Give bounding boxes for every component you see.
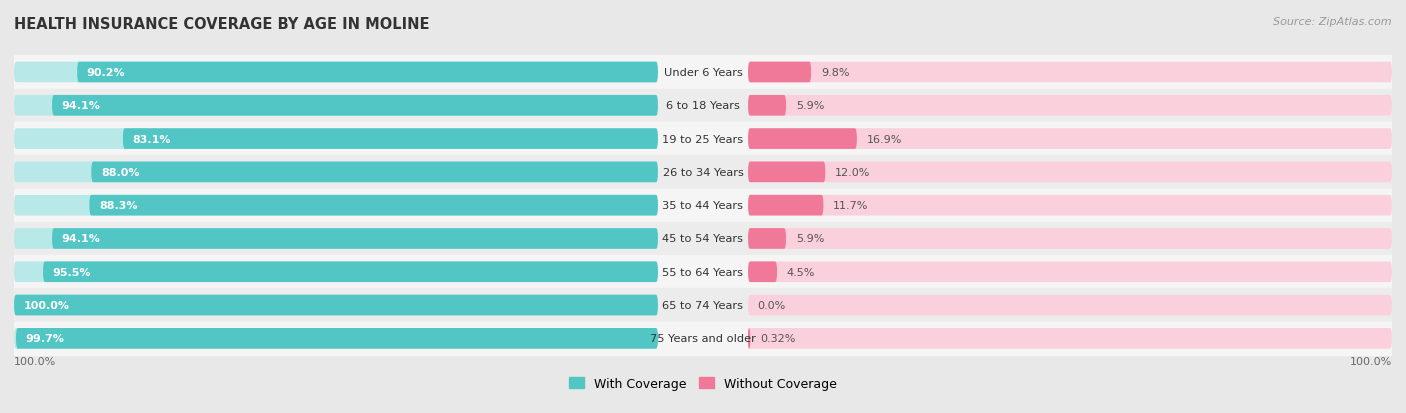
FancyBboxPatch shape [748,262,778,282]
FancyBboxPatch shape [14,162,658,183]
FancyBboxPatch shape [748,328,751,349]
FancyBboxPatch shape [14,295,658,316]
Text: 4.5%: 4.5% [787,267,815,277]
Text: 6 to 18 Years: 6 to 18 Years [666,101,740,111]
FancyBboxPatch shape [748,162,825,183]
FancyBboxPatch shape [52,96,658,116]
Bar [14,289,1392,322]
FancyBboxPatch shape [748,129,1392,150]
Text: 12.0%: 12.0% [835,167,870,178]
FancyBboxPatch shape [748,62,811,83]
FancyBboxPatch shape [748,96,786,116]
FancyBboxPatch shape [748,228,786,249]
Bar [14,90,1392,123]
FancyBboxPatch shape [77,62,658,83]
Text: 65 to 74 Years: 65 to 74 Years [662,300,744,310]
Text: 16.9%: 16.9% [866,134,901,144]
Text: 26 to 34 Years: 26 to 34 Years [662,167,744,178]
FancyBboxPatch shape [15,328,658,349]
FancyBboxPatch shape [14,129,658,150]
Text: 100.0%: 100.0% [24,300,70,310]
Text: 83.1%: 83.1% [132,134,172,144]
FancyBboxPatch shape [748,295,1392,316]
Text: 94.1%: 94.1% [62,101,101,111]
FancyBboxPatch shape [748,328,1392,349]
FancyBboxPatch shape [748,162,1392,183]
FancyBboxPatch shape [14,96,658,116]
FancyBboxPatch shape [14,228,658,249]
FancyBboxPatch shape [14,195,658,216]
Bar [14,322,1392,355]
Bar [14,123,1392,156]
Text: 55 to 64 Years: 55 to 64 Years [662,267,744,277]
Bar [14,156,1392,189]
Text: 45 to 54 Years: 45 to 54 Years [662,234,744,244]
Legend: With Coverage, Without Coverage: With Coverage, Without Coverage [564,372,842,395]
FancyBboxPatch shape [52,228,658,249]
Text: 19 to 25 Years: 19 to 25 Years [662,134,744,144]
Text: 0.32%: 0.32% [759,334,796,344]
FancyBboxPatch shape [748,195,824,216]
Text: Source: ZipAtlas.com: Source: ZipAtlas.com [1274,17,1392,26]
FancyBboxPatch shape [44,262,658,282]
Bar [14,56,1392,90]
FancyBboxPatch shape [122,129,658,150]
Text: 75 Years and older: 75 Years and older [650,334,756,344]
Text: 90.2%: 90.2% [87,68,125,78]
Text: 94.1%: 94.1% [62,234,101,244]
FancyBboxPatch shape [748,195,1392,216]
FancyBboxPatch shape [748,129,856,150]
Text: 35 to 44 Years: 35 to 44 Years [662,201,744,211]
Text: 100.0%: 100.0% [14,356,56,366]
FancyBboxPatch shape [14,62,658,83]
Bar [14,256,1392,289]
FancyBboxPatch shape [748,262,1392,282]
FancyBboxPatch shape [748,96,1392,116]
Text: HEALTH INSURANCE COVERAGE BY AGE IN MOLINE: HEALTH INSURANCE COVERAGE BY AGE IN MOLI… [14,17,430,31]
Text: 0.0%: 0.0% [758,300,786,310]
FancyBboxPatch shape [14,328,658,349]
Text: 11.7%: 11.7% [834,201,869,211]
Text: 9.8%: 9.8% [821,68,849,78]
FancyBboxPatch shape [748,228,1392,249]
FancyBboxPatch shape [748,62,1392,83]
Text: Under 6 Years: Under 6 Years [664,68,742,78]
Text: 88.3%: 88.3% [98,201,138,211]
Text: 99.7%: 99.7% [25,334,65,344]
Text: 88.0%: 88.0% [101,167,139,178]
Bar [14,189,1392,222]
FancyBboxPatch shape [90,195,658,216]
FancyBboxPatch shape [91,162,658,183]
Text: 5.9%: 5.9% [796,101,824,111]
Bar [14,222,1392,256]
Text: 95.5%: 95.5% [52,267,91,277]
Text: 5.9%: 5.9% [796,234,824,244]
FancyBboxPatch shape [14,262,658,282]
Text: 100.0%: 100.0% [1350,356,1392,366]
FancyBboxPatch shape [14,295,658,316]
